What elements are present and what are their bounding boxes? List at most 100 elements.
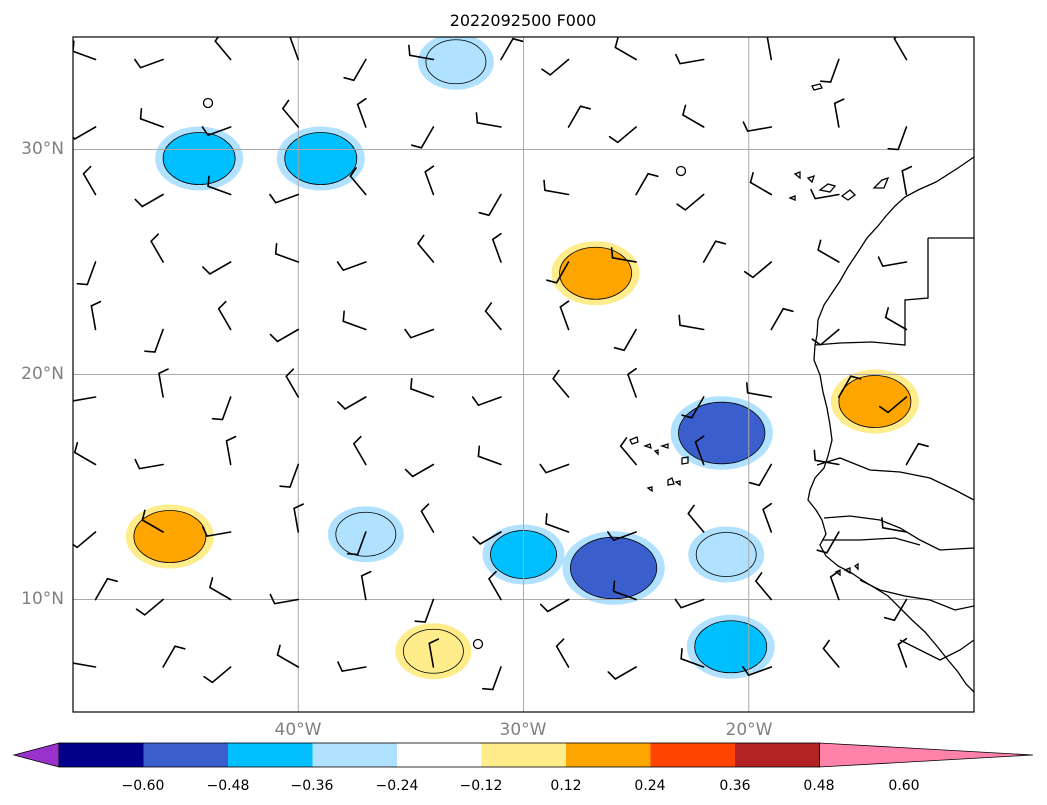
lat-label-30n: 30°N xyxy=(21,139,64,159)
wind-barb xyxy=(477,445,502,466)
wind-barb xyxy=(73,531,97,549)
wind-barb xyxy=(635,172,659,196)
wind-barb xyxy=(150,233,164,263)
map-panel xyxy=(72,36,975,713)
wind-barb xyxy=(428,638,440,668)
wind-barb xyxy=(352,435,367,466)
country-border xyxy=(899,639,974,661)
madeira-island xyxy=(811,83,823,91)
wind-barb xyxy=(162,645,186,668)
colorbar-segment xyxy=(735,743,820,767)
colorbar-tick-label: −0.12 xyxy=(460,778,503,794)
wind-barbs xyxy=(73,37,929,691)
anomaly-field xyxy=(125,37,919,680)
wind-barb xyxy=(552,369,570,398)
wind-barb xyxy=(208,577,232,601)
colorbar xyxy=(12,742,1034,768)
wind-barb xyxy=(203,666,232,684)
wind-barb xyxy=(404,328,435,339)
wind-barb xyxy=(613,328,637,352)
colorbar-tick-label: 0.60 xyxy=(888,778,919,794)
wind-barb xyxy=(202,261,232,275)
wind-barb xyxy=(545,513,570,533)
wind-barb xyxy=(607,531,637,542)
gridlines xyxy=(73,37,974,712)
wind-barb xyxy=(337,661,367,673)
wind-barb xyxy=(73,126,97,140)
wind-barb xyxy=(543,179,570,196)
wind-barb xyxy=(285,368,300,398)
wind-barb xyxy=(409,378,435,398)
colorbar-tick-label: −0.36 xyxy=(291,778,334,794)
wind-barb xyxy=(762,502,773,533)
anomaly-blob xyxy=(694,620,768,674)
wind-barb xyxy=(139,108,164,128)
wind-barb xyxy=(748,463,773,487)
wind-barb xyxy=(766,37,773,61)
wind-barb xyxy=(541,58,570,76)
colorbar-segment xyxy=(228,743,313,767)
colorbar-tick-label: 0.12 xyxy=(550,778,581,794)
wind-barb xyxy=(675,53,705,65)
anomaly-blob xyxy=(284,132,358,185)
wind-barb xyxy=(770,307,794,331)
wind-barb xyxy=(612,580,637,601)
colorbar-tick-label: −0.24 xyxy=(376,778,419,794)
wind-barb xyxy=(555,638,570,668)
wind-barb xyxy=(410,126,435,149)
wind-barb xyxy=(90,300,102,331)
country-border xyxy=(822,537,921,546)
colorbar-segment xyxy=(143,743,228,767)
wind-barb xyxy=(819,58,840,83)
wind-barb xyxy=(559,300,570,331)
wind-barb xyxy=(822,639,840,668)
colorbar-segment xyxy=(566,743,651,767)
wind-barb xyxy=(211,396,232,421)
wind-barb xyxy=(144,328,164,353)
anomaly-blob xyxy=(425,39,487,85)
wind-barb xyxy=(342,310,367,331)
wind-barb xyxy=(478,193,502,217)
wind-barb xyxy=(217,300,232,331)
wind-barb xyxy=(877,256,908,268)
colorbar-segment xyxy=(59,743,144,767)
wind-barb xyxy=(491,232,502,263)
wind-barb xyxy=(607,666,637,680)
wind-barb xyxy=(134,58,164,69)
wind-barb xyxy=(742,121,773,133)
wind-barb xyxy=(893,37,908,61)
colorbar-segment xyxy=(312,743,397,767)
wind-barb xyxy=(838,375,862,398)
wind-barb xyxy=(681,396,705,419)
wind-barb xyxy=(404,463,435,478)
wind-barb xyxy=(416,234,435,263)
colorbar-extend-max xyxy=(819,742,1034,768)
wind-barb xyxy=(674,598,705,609)
wind-barb xyxy=(500,37,524,61)
wind-barb xyxy=(687,504,705,533)
wind-barb xyxy=(214,37,232,61)
wind-barb xyxy=(743,261,773,279)
wind-barb xyxy=(269,193,300,204)
colorbar-segment xyxy=(650,743,735,767)
wind-barb xyxy=(702,240,727,263)
wind-barb xyxy=(225,435,237,466)
wind-barb xyxy=(681,104,705,128)
wind-barb xyxy=(141,509,164,533)
anomaly-blob xyxy=(678,401,766,465)
wind-barb xyxy=(608,126,637,144)
anomaly-blob xyxy=(402,628,464,674)
wind-barb xyxy=(73,442,97,466)
wind-barb xyxy=(484,302,502,331)
wind-barb xyxy=(424,165,435,196)
wind-barb xyxy=(567,105,592,128)
wind-barb xyxy=(73,396,97,402)
wind-barb xyxy=(360,570,372,601)
wind-barb xyxy=(293,503,304,533)
colorbar-ticks: −0.60 −0.48 −0.36 −0.24 −0.12 0.12 0.24 … xyxy=(122,778,920,794)
anomaly-blob xyxy=(559,246,632,300)
wind-barb xyxy=(833,98,845,128)
wind-barb xyxy=(134,193,164,208)
map-frame xyxy=(72,36,975,713)
wind-barb xyxy=(343,58,367,82)
